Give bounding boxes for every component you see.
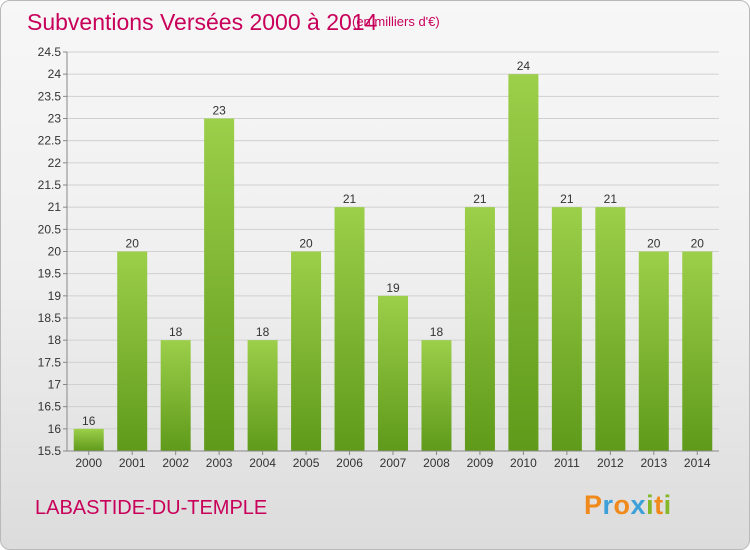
x-tick-label: 2002 — [162, 456, 189, 470]
y-tick-label: 20 — [48, 245, 62, 259]
x-tick-label: 2012 — [597, 456, 624, 470]
logo-letter: o — [613, 490, 631, 520]
y-tick-label: 22.5 — [38, 134, 62, 148]
bar-value-label: 20 — [647, 237, 661, 251]
bar — [291, 251, 322, 451]
x-tick-label: 2000 — [75, 456, 102, 470]
bar — [551, 207, 582, 451]
x-tick-label: 2010 — [510, 456, 537, 470]
y-tick-label: 16.5 — [38, 400, 62, 414]
x-tick-label: 2014 — [684, 456, 711, 470]
x-tick-label: 2007 — [380, 456, 407, 470]
logo-letter: t — [654, 490, 664, 520]
bar-value-label: 18 — [256, 325, 270, 339]
bar — [421, 340, 452, 451]
x-tick-label: 2001 — [119, 456, 146, 470]
bar — [508, 74, 539, 452]
bar — [247, 340, 278, 451]
x-tick-label: 2011 — [554, 456, 580, 470]
bar-value-label: 21 — [560, 192, 574, 206]
y-tick-label: 22 — [48, 156, 62, 170]
logo-letter: x — [630, 490, 647, 520]
chart-unit-note: (en milliers d'€) — [352, 14, 440, 29]
bar-value-label: 20 — [299, 237, 313, 251]
x-tick-label: 2003 — [206, 456, 233, 470]
bar — [464, 207, 495, 451]
bar-value-label: 16 — [82, 414, 96, 428]
bar — [334, 207, 365, 451]
y-tick-label: 23 — [48, 112, 62, 126]
bar-value-label: 18 — [430, 325, 444, 339]
bar — [682, 251, 713, 451]
chart-title: Subventions Versées 2000 à 2014 — [27, 9, 378, 35]
axes: 15.5 16 16.5 17 17.5 18 18.5 19 19.5 20 20.5 21 21.5… — [38, 45, 719, 470]
x-tick-label: 2006 — [336, 456, 363, 470]
bar — [204, 118, 235, 451]
bar — [160, 340, 191, 451]
y-tick-label: 15.5 — [38, 444, 62, 458]
bar — [117, 251, 148, 451]
bar-value-label: 20 — [691, 237, 705, 251]
y-tick-label: 24.5 — [38, 45, 62, 59]
y-tick-label: 19 — [48, 289, 62, 303]
bar-value-label: 19 — [386, 281, 400, 295]
y-tick-label: 20.5 — [38, 222, 62, 236]
bar — [378, 295, 408, 451]
bar-value-label: 21 — [343, 192, 357, 206]
x-tick-label: 2009 — [467, 456, 494, 470]
logo-letter: P — [584, 490, 603, 520]
bar-value-label: 23 — [212, 104, 226, 118]
y-tick-label: 21 — [48, 200, 62, 214]
bar — [638, 251, 669, 451]
bar — [73, 428, 104, 451]
y-tick-label: 23.5 — [38, 89, 62, 103]
x-tick-label: 2013 — [640, 456, 667, 470]
y-tick-label: 17.5 — [38, 355, 62, 369]
x-tick-label: 2005 — [293, 456, 320, 470]
x-tick-label: 2004 — [249, 456, 276, 470]
bar-value-label: 20 — [126, 237, 140, 251]
logo-letter: i — [646, 490, 655, 520]
y-tick-label: 21.5 — [38, 178, 62, 192]
logo-letter: r — [602, 490, 614, 520]
y-tick-label: 24 — [48, 67, 62, 81]
bar-value-label: 24 — [517, 59, 531, 73]
y-tick-label: 18 — [48, 333, 62, 347]
bar-value-label: 21 — [604, 192, 618, 206]
y-tick-label: 18.5 — [38, 311, 62, 325]
place-name: LABASTIDE-DU-TEMPLE — [35, 497, 268, 519]
bars: 16 20 18 23 18 20 21 19 18 21 24 21 21 20 20 — [73, 59, 713, 452]
y-tick-label: 16 — [48, 422, 62, 436]
bar-value-label: 21 — [473, 192, 487, 206]
logo-letter: i — [663, 490, 672, 520]
x-tick-label: 2008 — [423, 456, 450, 470]
y-tick-label: 17 — [48, 378, 62, 392]
y-tick-label: 19.5 — [38, 267, 62, 281]
bar-value-label: 18 — [169, 325, 183, 339]
proxiti-logo: Proxiti — [584, 490, 672, 521]
bar — [595, 207, 626, 451]
